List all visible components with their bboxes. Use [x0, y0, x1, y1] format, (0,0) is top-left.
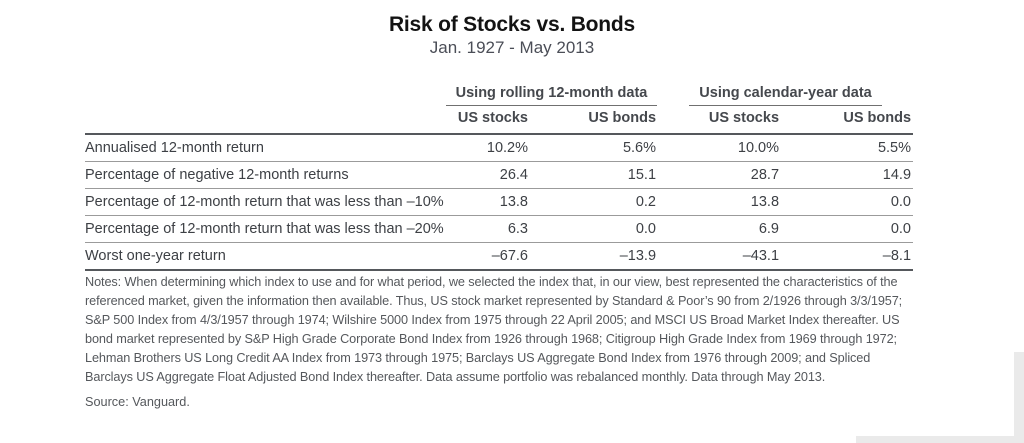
cell-value: 13.8 [658, 188, 782, 216]
cell-value: 14.9 [781, 161, 914, 189]
row-label: Percentage of negative 12-month returns [85, 161, 445, 189]
cell-value: 0.0 [781, 188, 914, 216]
risk-table: Using rolling 12-month data Using calend… [85, 84, 914, 271]
page-title: Risk of Stocks vs. Bonds [388, 13, 636, 36]
table-row: Percentage of 12-month return that was l… [85, 188, 914, 216]
table-row: Annualised 12-month return 10.2% 5.6% 10… [85, 133, 914, 162]
row-label: Percentage of 12-month return that was l… [85, 215, 445, 243]
cell-value: –67.6 [445, 242, 530, 271]
source-text: Source: Vanguard. [85, 395, 190, 409]
cell-value: –13.9 [530, 242, 659, 271]
notes-text: Notes: When determining which index to u… [85, 275, 903, 384]
column-group-rolling: Using rolling 12-month data [445, 84, 658, 106]
cell-value: 13.8 [445, 188, 530, 216]
column-header-rolling-stocks: US stocks [457, 110, 528, 126]
column-group-calendar: Using calendar-year data [658, 84, 913, 106]
row-label: Worst one-year return [85, 242, 445, 271]
table-row: Percentage of 12-month return that was l… [85, 215, 914, 243]
cell-value: 0.0 [530, 215, 659, 243]
corner-cell [85, 84, 445, 106]
table-row: Percentage of negative 12-month returns … [85, 161, 914, 189]
column-group-calendar-label: Using calendar-year data [689, 85, 882, 106]
cell-value: –43.1 [658, 242, 782, 271]
cell-value: 15.1 [530, 161, 659, 189]
column-header-calendar-stocks: US stocks [708, 110, 780, 126]
cell-value: 6.9 [658, 215, 782, 243]
column-header-calendar-bonds: US bonds [843, 110, 912, 126]
corner-cell [85, 106, 445, 134]
page-subtitle: Jan. 1927 - May 2013 [429, 38, 595, 57]
column-header-rolling-bonds: US bonds [588, 110, 657, 126]
column-group-row: Using rolling 12-month data Using calend… [85, 84, 913, 106]
row-label: Annualised 12-month return [85, 133, 445, 162]
cell-value: 28.7 [658, 161, 782, 189]
cell-value: 10.2% [445, 133, 530, 162]
column-group-rolling-label: Using rolling 12-month data [445, 85, 658, 106]
table-row: Worst one-year return –67.6 –13.9 –43.1 … [85, 242, 914, 271]
column-header-row: US stocks US bonds US stocks US bonds [85, 106, 913, 134]
cell-value: 0.2 [530, 188, 659, 216]
cell-value: 5.6% [530, 133, 659, 162]
page-edge-shadow-bottom [856, 436, 1024, 443]
cell-value: –8.1 [781, 242, 914, 271]
cell-value: 5.5% [781, 133, 914, 162]
row-label: Percentage of 12-month return that was l… [85, 188, 445, 216]
cell-value: 6.3 [445, 215, 530, 243]
cell-value: 10.0% [658, 133, 782, 162]
page-edge-shadow-right [1014, 352, 1024, 443]
cell-value: 0.0 [781, 215, 914, 243]
cell-value: 26.4 [445, 161, 530, 189]
